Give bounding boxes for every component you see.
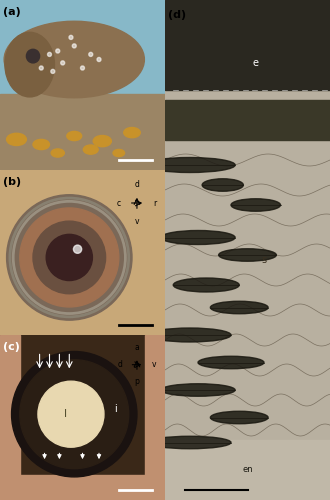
- Circle shape: [26, 50, 40, 63]
- Ellipse shape: [211, 301, 268, 314]
- Text: v: v: [152, 360, 156, 369]
- Ellipse shape: [218, 248, 277, 261]
- Ellipse shape: [5, 32, 54, 97]
- Ellipse shape: [7, 134, 26, 145]
- Text: i: i: [114, 404, 117, 414]
- Circle shape: [56, 49, 60, 53]
- Ellipse shape: [83, 145, 98, 154]
- Circle shape: [12, 352, 137, 477]
- Circle shape: [46, 234, 92, 281]
- Circle shape: [69, 36, 73, 40]
- Ellipse shape: [231, 198, 280, 211]
- Text: d: d: [135, 180, 139, 190]
- Ellipse shape: [67, 132, 82, 140]
- Text: en: en: [242, 466, 253, 474]
- Ellipse shape: [202, 179, 244, 191]
- Ellipse shape: [113, 150, 125, 156]
- Ellipse shape: [4, 21, 145, 98]
- Text: (c): (c): [3, 342, 20, 351]
- Bar: [145, 335, 165, 500]
- Text: s: s: [261, 255, 267, 265]
- Circle shape: [38, 381, 104, 447]
- Text: a: a: [135, 344, 139, 352]
- Text: (a): (a): [3, 7, 21, 17]
- Text: c: c: [116, 198, 121, 207]
- Text: v: v: [135, 216, 139, 226]
- Ellipse shape: [148, 436, 231, 449]
- Circle shape: [97, 58, 101, 62]
- Ellipse shape: [124, 128, 140, 138]
- Text: e: e: [253, 58, 259, 68]
- Circle shape: [81, 66, 84, 70]
- Ellipse shape: [198, 356, 264, 369]
- Text: r: r: [153, 198, 156, 207]
- Ellipse shape: [173, 278, 239, 292]
- Text: d: d: [117, 360, 122, 369]
- Ellipse shape: [211, 411, 268, 424]
- Text: p: p: [135, 377, 139, 386]
- Ellipse shape: [161, 384, 235, 396]
- Circle shape: [73, 245, 82, 254]
- Circle shape: [61, 61, 65, 65]
- Bar: [165, 0, 330, 90]
- Bar: [165, 440, 330, 500]
- Ellipse shape: [148, 328, 231, 342]
- Circle shape: [20, 360, 129, 469]
- Bar: [0, 0, 165, 94]
- Circle shape: [89, 52, 93, 56]
- Text: l: l: [64, 409, 68, 419]
- Circle shape: [20, 208, 119, 307]
- Ellipse shape: [161, 230, 235, 244]
- Bar: [0, 335, 20, 500]
- Text: (d): (d): [168, 10, 186, 20]
- Bar: [0, 94, 165, 170]
- Ellipse shape: [145, 158, 235, 172]
- Bar: [165, 100, 330, 140]
- Circle shape: [39, 66, 43, 70]
- Ellipse shape: [51, 149, 64, 157]
- Circle shape: [72, 44, 76, 48]
- Circle shape: [33, 221, 106, 294]
- Circle shape: [48, 52, 51, 56]
- Bar: [0, 475, 165, 500]
- Text: (b): (b): [3, 176, 21, 186]
- Circle shape: [51, 70, 55, 73]
- Ellipse shape: [93, 136, 112, 146]
- Ellipse shape: [33, 140, 50, 149]
- Circle shape: [7, 194, 132, 320]
